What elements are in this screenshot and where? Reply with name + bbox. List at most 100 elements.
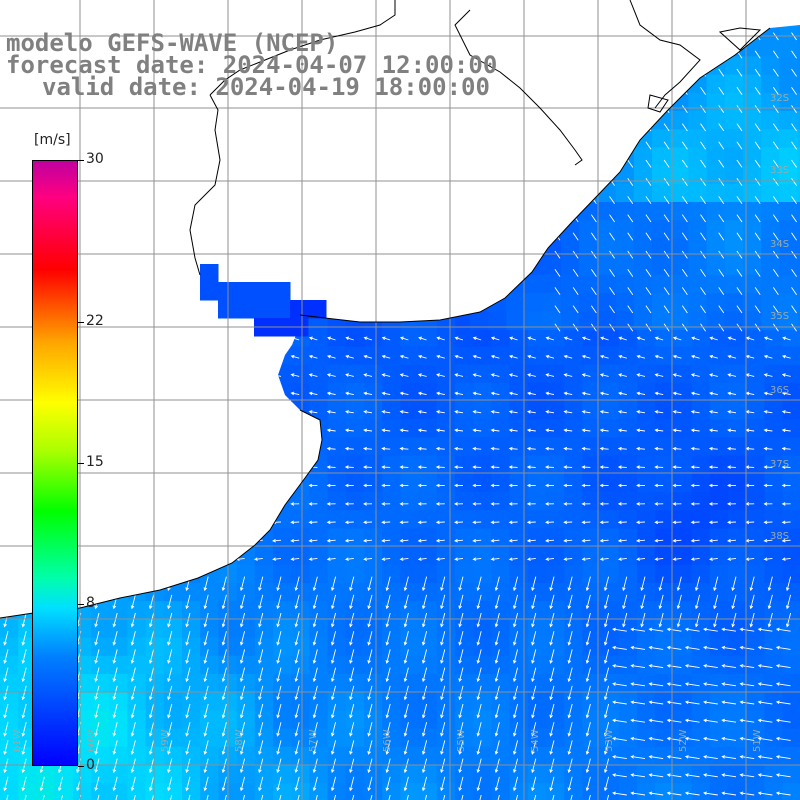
wind-arrow [549,722,555,737]
wind-speed-cell [473,528,492,548]
wind-speed-cell [688,129,708,148]
wind-speed-cell [546,401,565,420]
wind-arrow [185,776,191,792]
wind-speed-cell [546,528,565,548]
wind-speed-cell [200,282,219,301]
wind-arrow [3,685,9,701]
wind-arrow [727,446,737,451]
wind-arrow [258,612,264,628]
wind-arrow [148,612,155,628]
wind-arrow [791,305,797,314]
wind-arrow [763,483,773,488]
wind-arrow [454,446,464,451]
wind-speed-cell [746,382,765,402]
wind-speed-cell [615,220,635,239]
wind-speed-cell [582,510,602,529]
wind-arrow [736,141,743,150]
wind-arrow [221,740,227,755]
wind-arrow [630,627,646,632]
wind-speed-cell [709,382,729,402]
wind-arrow [545,483,555,488]
wind-arrow [749,576,755,592]
wind-speed-cell [546,728,565,748]
wind-speed-cell [655,637,674,657]
wind-arrow [648,773,664,778]
wind-speed-cell [564,710,583,730]
wind-speed-cell [779,92,799,112]
wind-arrow [294,649,300,664]
wind-speed-cell [491,401,511,420]
wind-arrow [258,649,264,664]
wind-speed-cell [400,473,420,493]
wind-arrow [708,483,718,488]
wind-arrow [39,794,45,800]
wind-speed-cell [418,783,438,800]
wind-arrow [785,576,792,592]
wind-arrow [403,740,409,755]
wind-speed-cell [709,746,729,766]
wind-arrow [385,703,391,719]
wind-speed-cell [327,455,347,475]
wind-speed-cell [655,328,674,347]
wind-arrow [663,214,670,223]
wind-speed-cell [436,692,456,711]
wind-arrow [603,576,610,592]
wind-speed-cell [597,293,617,312]
wind-arrow [531,794,537,800]
wind-arrow [545,520,555,525]
wind-speed-cell [308,300,327,319]
wind-arrow [708,428,718,433]
wind-speed-cell [273,564,292,584]
wind-arrow [772,123,779,132]
wind-speed-cell [728,346,747,366]
wind-arrow [476,631,482,646]
wind-speed-cell [36,783,56,800]
wind-arrow [754,68,761,77]
wind-arrow [494,794,500,800]
wind-speed-cell [163,674,183,693]
wind-arrow [654,538,664,543]
wind-arrow [676,576,682,592]
wind-arrow [739,700,755,705]
wind-speed-cell [637,692,656,711]
wind-speed-cell [582,674,602,693]
wind-arrow [21,740,27,755]
wind-arrow [21,776,27,792]
wind-arrow [148,649,155,664]
wind-speed-cell [455,419,474,438]
wind-speed-cell [600,710,620,730]
wind-speed-cell [579,238,598,258]
wind-arrow [599,465,609,469]
wind-arrow [636,336,646,341]
wind-speed-cell [637,437,656,457]
wind-speed-cell [655,692,674,711]
wind-speed-cell [163,783,183,800]
wind-arrow [381,483,391,488]
wind-arrow [167,776,173,792]
wind-arrow [258,703,264,719]
wind-arrow [185,722,191,737]
wind-arrow [454,538,464,543]
wind-speed-cell [291,583,310,602]
wind-arrow [684,736,700,741]
wind-speed-cell [345,583,365,602]
wind-arrow [381,446,391,451]
wind-speed-cell [691,710,711,730]
latitude-label: 34S [770,239,790,250]
wind-speed-cell [709,364,729,384]
wind-speed-cell [382,510,401,529]
wind-speed-cell [564,728,583,748]
wind-speed-cell [546,746,565,766]
wind-speed-cell [218,300,237,319]
wind-arrow [721,773,737,778]
wind-speed-cell [655,619,674,639]
wind-arrow [508,557,518,561]
wind-speed-cell [709,583,729,602]
wind-speed-cell [724,238,744,258]
wind-arrow [672,336,682,341]
wind-speed-cell [345,492,365,511]
wind-speed-cell [400,655,420,675]
wind-arrow [603,703,610,719]
wind-speed-cell [782,346,800,366]
wind-speed-cell [618,765,638,784]
